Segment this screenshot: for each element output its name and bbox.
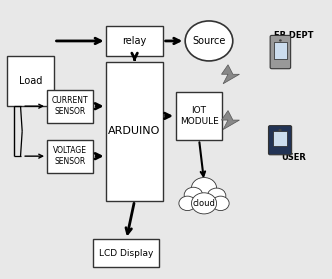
Circle shape [192, 177, 216, 199]
Text: ARDUINO: ARDUINO [109, 126, 161, 136]
Text: IOT
MODULE: IOT MODULE [180, 106, 218, 126]
Circle shape [279, 129, 282, 131]
Circle shape [192, 193, 216, 214]
Bar [107, 62, 163, 201]
Text: relay: relay [123, 36, 147, 46]
Text: cloud: cloud [193, 199, 215, 208]
Text: VOLTAGE
SENSOR: VOLTAGE SENSOR [53, 146, 87, 166]
Bar [176, 92, 222, 140]
Text: USER: USER [281, 153, 306, 162]
Text: LCD Display: LCD Display [99, 249, 153, 258]
Circle shape [212, 196, 229, 211]
Bar [47, 90, 93, 123]
Bar [107, 26, 163, 56]
Circle shape [184, 187, 203, 203]
Circle shape [207, 188, 226, 204]
Bar [274, 42, 287, 59]
Bar [184, 200, 224, 210]
Text: CURRENT
SENSOR: CURRENT SENSOR [52, 97, 88, 116]
Text: Source: Source [192, 36, 226, 46]
Text: Load: Load [19, 76, 42, 86]
Bar [47, 140, 93, 173]
Text: EB DEPT: EB DEPT [274, 31, 313, 40]
Polygon shape [221, 110, 239, 129]
FancyBboxPatch shape [269, 126, 291, 155]
Circle shape [185, 21, 233, 61]
Polygon shape [221, 65, 239, 84]
FancyBboxPatch shape [270, 35, 290, 69]
Circle shape [179, 196, 196, 211]
Circle shape [279, 39, 282, 42]
Bar [273, 131, 288, 146]
Bar [93, 239, 159, 267]
Bar [7, 56, 53, 106]
